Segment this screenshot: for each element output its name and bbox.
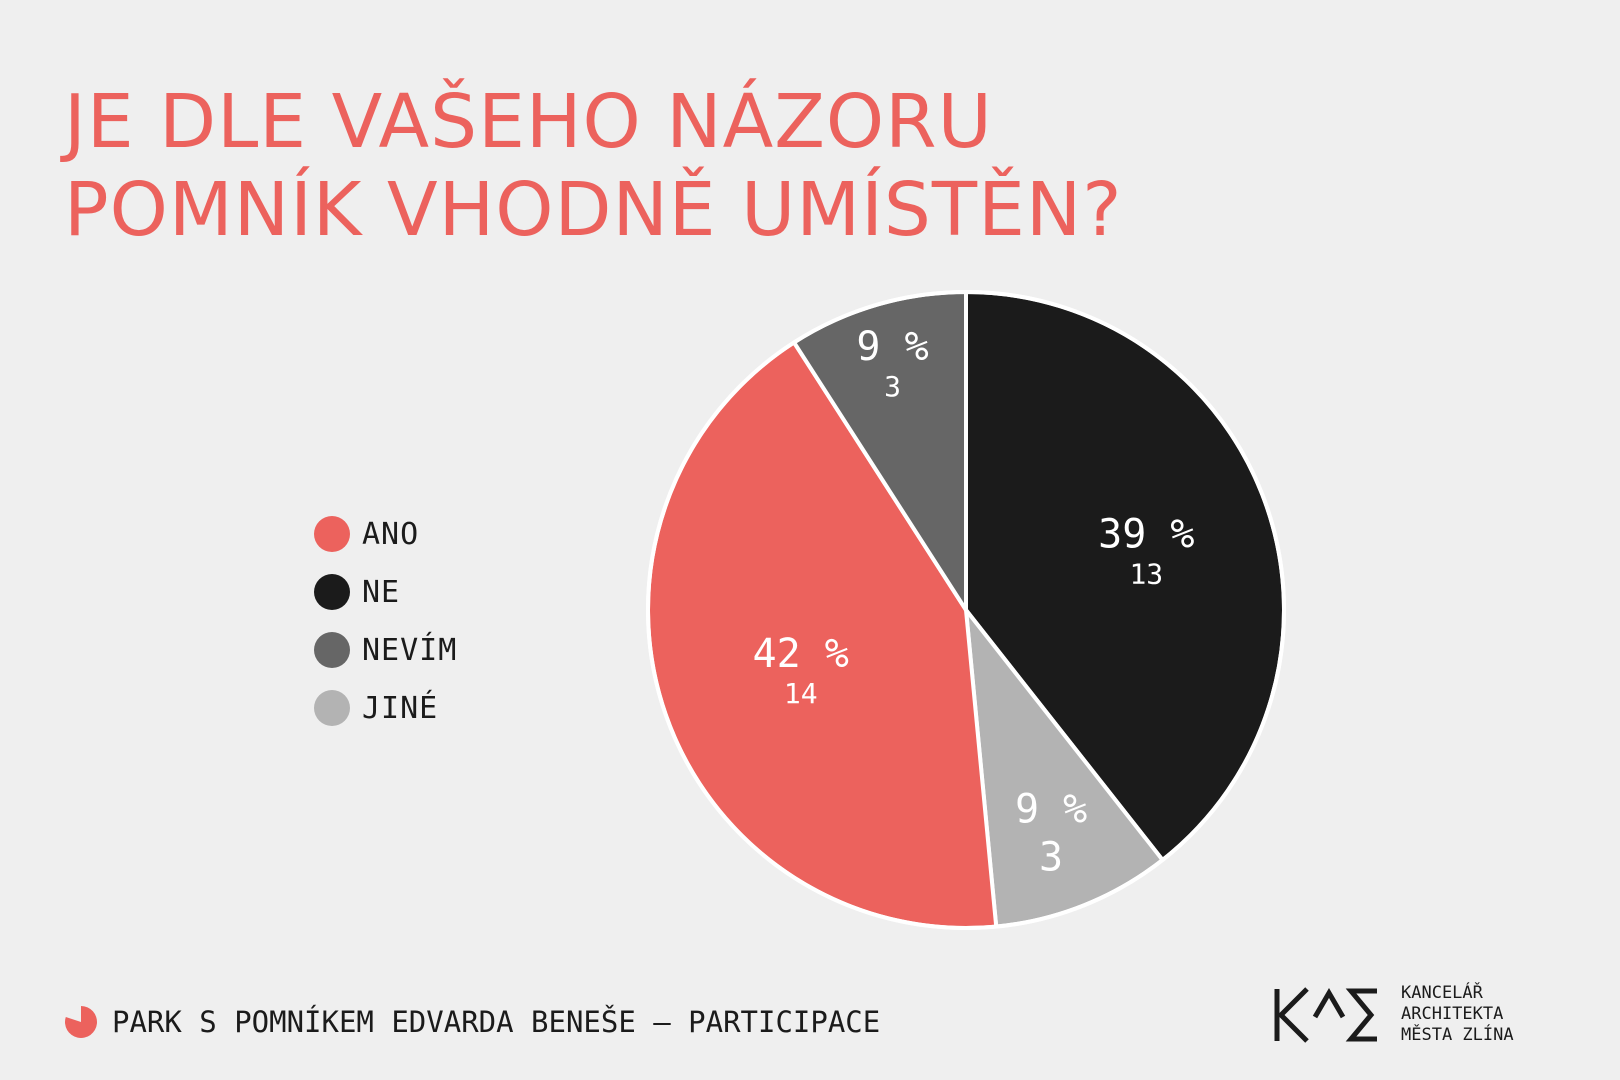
slice-percent-label: 39 % (1098, 512, 1194, 558)
slice-count-label: 3 (884, 370, 901, 403)
logo-line-3: MĚSTA ZLÍNA (1401, 1025, 1514, 1045)
legend-dot-jine (314, 690, 350, 726)
legend-label-nevim: NEVÍM (362, 632, 458, 668)
logo-line-2: ARCHITEKTA (1401, 1004, 1504, 1024)
legend-dot-ano (314, 516, 350, 552)
page-title: JE DLE VAŠEHO NÁZORU POMNÍK VHODNĚ UMÍST… (64, 78, 1122, 254)
kam-logo: KANCELÁŘ ARCHITEKTA MĚSTA ZLÍNA (1273, 983, 1514, 1046)
legend-item-jine: JINÉ (314, 679, 457, 737)
slice-percent-label: 9 % (856, 324, 928, 370)
kam-logo-text: KANCELÁŘ ARCHITEKTA MĚSTA ZLÍNA (1401, 983, 1514, 1046)
footer-text: PARK S POMNÍKEM EDVARDA BENEŠE – PARTICI… (112, 1005, 881, 1039)
legend-label-jine: JINÉ (362, 690, 439, 726)
slice-count-label: 13 (1129, 558, 1163, 591)
slice-percent-label: 9 % (1015, 787, 1087, 833)
pie-icon (64, 1006, 97, 1038)
legend-dot-nevim (314, 632, 350, 668)
kam-logo-mark (1274, 986, 1377, 1043)
logo-line-1: KANCELÁŘ (1401, 983, 1483, 1003)
slice-count-label: 14 (784, 677, 818, 710)
legend-dot-ne (314, 574, 350, 610)
title-line-2: POMNÍK VHODNĚ UMÍSTĚN? (64, 167, 1123, 253)
legend-item-ne: NE (314, 563, 457, 621)
slice-count-label: 3 (1039, 835, 1063, 881)
legend-label-ano: ANO (362, 516, 420, 552)
footer: PARK S POMNÍKEM EDVARDA BENEŠE – PARTICI… (64, 1005, 880, 1039)
legend-item-nevim: NEVÍM (314, 621, 457, 679)
pie-outline (646, 290, 1286, 930)
slice-percent-label: 42 % (753, 631, 849, 677)
chart-legend: ANO NE NEVÍM JINÉ (314, 505, 457, 737)
title-line-1: JE DLE VAŠEHO NÁZORU (64, 79, 993, 165)
legend-label-ne: NE (362, 574, 401, 610)
legend-item-ano: ANO (314, 505, 457, 563)
